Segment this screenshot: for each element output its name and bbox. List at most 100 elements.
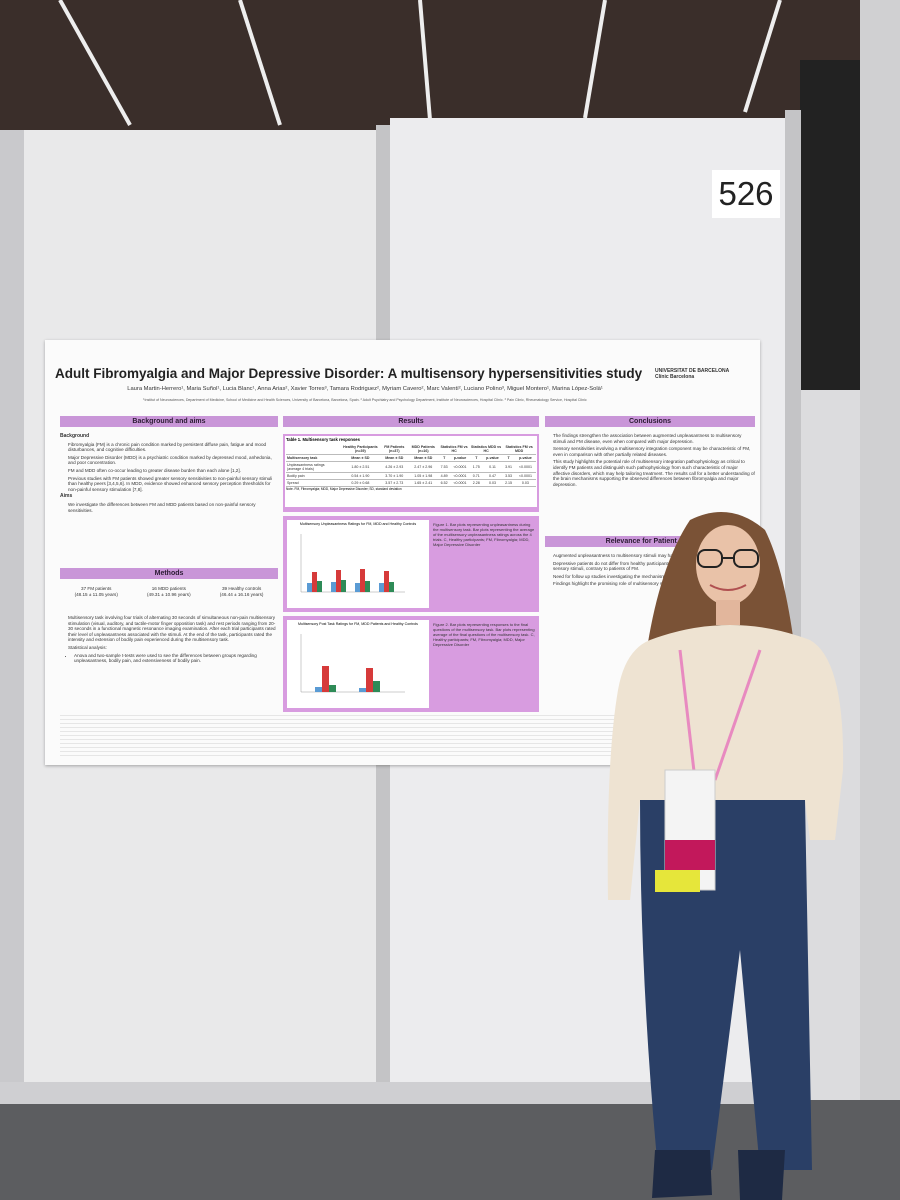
header-cell: Healthy Participants (n=39) xyxy=(340,444,381,455)
table-note: Note. FM, Fibromyalgia; MDD, Major Depre… xyxy=(286,487,402,491)
table-cell: 0.11 xyxy=(482,461,503,473)
bullet-list: Augmented unpleasantness to multisensory… xyxy=(545,553,755,587)
bullet-list: Anova and two-sample t-tests were used t… xyxy=(60,653,278,664)
table-cell: 4.26 ± 2.93 xyxy=(380,461,409,473)
bullet-list: We investigate the differences between F… xyxy=(60,502,278,513)
table-title: Table 1. Multisensory task responses xyxy=(285,436,537,443)
conclusions-text: The findings strengthen the association … xyxy=(545,432,755,532)
table-row: Unpleasantness ratings (average 4 trials… xyxy=(286,461,536,473)
subheader-cell: Mean ± SD xyxy=(380,454,409,462)
table-panel: Table 1. Multisensory task responses Hea… xyxy=(283,434,539,512)
subheading: Aims xyxy=(60,493,73,500)
header-cell: MDD Patients (n=16) xyxy=(408,444,439,455)
subheader-cell: p-value xyxy=(482,454,503,462)
shoe xyxy=(738,1150,785,1200)
group-detail: (46.44 ± 16.16 years) xyxy=(219,591,264,597)
bullet: Augmented unpleasantness to multisensory… xyxy=(553,553,755,559)
table-cell: 3.57 ± 2.73 xyxy=(380,479,409,487)
table-cell: 1.80 ± 2.51 xyxy=(340,461,381,473)
table-cell: <0.0001 xyxy=(450,472,470,480)
table-cell: 1.75 xyxy=(469,461,483,473)
chart-image: Multisensory Post Task Ratings for FM, M… xyxy=(287,620,429,708)
section-heading: Conclusions xyxy=(545,416,755,427)
group-detail: (49.31 ± 10.96 years) xyxy=(147,591,191,597)
table-cell: 1.05 ± 1.98 xyxy=(408,472,439,480)
wall-base xyxy=(0,1082,790,1104)
table-cell: 0.71 xyxy=(469,472,483,480)
table-row: Bodily pain 0.54 ± 1.90 3.70 ± 1.90 1.05 ± … xyxy=(286,472,536,480)
table-cell: 4.89 xyxy=(438,472,451,480)
chart-image: Multisensory Unpleasantness Ratings for … xyxy=(287,520,429,608)
table-cell: <0.0001 xyxy=(450,461,470,473)
authors: Laura Martin-Herrero¹, Maria Suñol¹, Luc… xyxy=(127,386,603,392)
subheader-cell: p-value xyxy=(450,454,470,462)
subheader-cell: Multisensory task xyxy=(286,454,341,462)
poster-title: Adult Fibromyalgia and Major Depressive … xyxy=(55,366,643,381)
groups: 37 FM patients (48.15 ± 11.05 years) 16 MD… xyxy=(60,586,278,616)
methods-text: Multisensory task involving four trials … xyxy=(60,614,278,704)
bullet: Depressive patients do not differ from h… xyxy=(553,561,755,572)
figure-caption: Figure 2. Bar plots representing respons… xyxy=(433,622,535,647)
section-heading: Results xyxy=(283,416,539,427)
table-cell: 2.47 ± 2.96 xyxy=(408,461,439,473)
bullet: Statistical analysis: xyxy=(68,645,278,651)
group-label: 39 Healthy controls xyxy=(221,586,262,591)
table-cell: 0.47 xyxy=(482,472,503,480)
bullet: Multisensory task involving four trials … xyxy=(68,615,278,643)
bar-plot xyxy=(300,634,405,693)
participant-group: 16 MDD patients (49.31 ± 10.96 years) xyxy=(147,586,191,616)
subheader-cell: T xyxy=(469,454,483,462)
table-cell: 0.03 xyxy=(514,479,536,487)
subheader-cell: T xyxy=(438,454,451,462)
bullet: This study highlights the potential role… xyxy=(553,459,755,487)
bullet: Findings highlight the promising role of… xyxy=(553,581,755,587)
bullet: The findings strengthen the association … xyxy=(553,433,755,444)
figure-caption: Figure 1. Bar plots representing unpleas… xyxy=(433,522,535,547)
table-cell: 7.53 xyxy=(438,461,451,473)
header-row: Healthy Participants (n=39) FM Patients (… xyxy=(286,444,536,455)
chart-title: Multisensory Post Task Ratings for FM, M… xyxy=(298,622,418,626)
booth-number: 526 xyxy=(712,170,780,218)
header-cell: Statistics FM vs MDD xyxy=(502,444,536,455)
header-cell: FM Patients (n=37) xyxy=(380,444,409,455)
glasses xyxy=(697,549,759,568)
face xyxy=(696,525,760,605)
figure-panel: Multisensory Post Task Ratings for FM, M… xyxy=(283,616,539,712)
table-cell: Bodily pain xyxy=(286,472,341,480)
table-cell: 2.15 xyxy=(502,479,515,487)
bullet: Sensory sensitivities involving a multis… xyxy=(553,446,755,457)
subheader-cell: T xyxy=(502,454,515,462)
header-cell: Statistics FM vs HC xyxy=(438,444,470,455)
table-row: Spread 0.29 ± 0.68 3.57 ± 2.73 1.65 ± 2.41 6… xyxy=(286,479,536,487)
table-cell: <0.0001 xyxy=(450,479,470,487)
table-cell: 0.03 xyxy=(482,479,503,487)
logo: UNIVERSITAT DE BARCELONA xyxy=(655,368,730,374)
figure-panel: Multisensory Unpleasantness Ratings for … xyxy=(283,516,539,612)
bullet: Fibromyalgia (FM) is a chronic pain cond… xyxy=(68,442,278,453)
table-cell: 0.29 ± 0.68 xyxy=(340,479,381,487)
subheader-cell: p-value xyxy=(514,454,536,462)
table-cell: 1.65 ± 2.41 xyxy=(408,479,439,487)
subheader-cell: Mean ± SD xyxy=(408,454,439,462)
group-label: 16 MDD patients xyxy=(151,586,186,591)
table-cell: 6.52 xyxy=(438,479,451,487)
bullet: We investigate the differences between F… xyxy=(68,502,278,513)
relevance-text: Augmented unpleasantness to multisensory… xyxy=(545,552,755,652)
logos: UNIVERSITAT DE BARCELONA Clínic Barcelon… xyxy=(655,368,755,380)
group-detail: (48.15 ± 11.05 years) xyxy=(74,591,118,597)
table-cell: 3.70 ± 1.90 xyxy=(380,472,409,480)
section-heading: Relevance for Patient Care xyxy=(545,536,755,547)
bullet: Anova and two-sample t-tests were used t… xyxy=(74,653,278,664)
participant-group: 39 Healthy controls (46.44 ± 16.16 years) xyxy=(220,586,264,616)
bar-plot xyxy=(300,534,405,593)
table-cell: 0.54 ± 1.90 xyxy=(340,472,381,480)
table-cell: 2.28 xyxy=(469,479,483,487)
table-cell: 3.53 xyxy=(502,472,515,480)
table-cell: Unpleasantness ratings (average 4 trials… xyxy=(286,461,341,473)
background-text: Background Fibromyalgia (FM) is a chroni… xyxy=(60,432,278,562)
bullet: Need for follow up studies investigating… xyxy=(553,574,755,580)
section-heading: Background and aims xyxy=(60,416,278,427)
frame-post xyxy=(0,130,24,1130)
